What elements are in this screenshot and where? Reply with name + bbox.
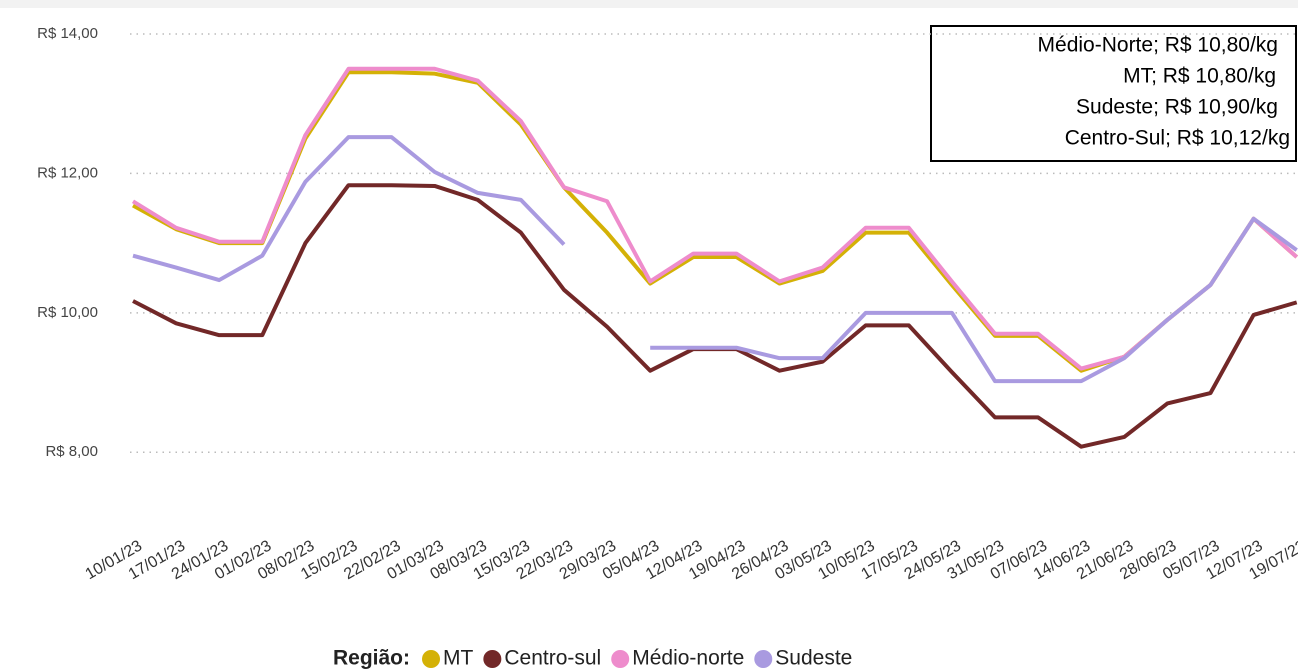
legend-marker [611,650,630,668]
legend-label: MT [443,647,473,670]
legend-label: Centro-sul [504,647,601,670]
series-line [131,66,1298,371]
legend-title: Região: [333,647,410,670]
legend-label: Sudeste [775,647,852,670]
y-tick-label: R$ 10,00 [37,304,98,321]
top-strip [0,0,1298,8]
series-line [132,183,1298,449]
annotation-box [930,25,1297,162]
annotation-line: Sudeste; R$ 10,90/kg [1076,96,1278,119]
legend-marker [754,650,773,668]
y-tick-label: R$ 12,00 [37,164,98,181]
annotation-line: Médio-Norte; R$ 10,80/kg [1038,34,1278,57]
y-tick-label: R$ 14,00 [37,25,98,42]
y-tick-label: R$ 8,00 [45,443,98,460]
annotation-line: Centro-Sul; R$ 10,12/kg [1065,127,1290,150]
legend-marker [483,650,502,668]
legend-label: Médio-norte [632,647,744,670]
series-line [132,135,566,283]
legend-marker [422,650,441,668]
series-line [650,216,1298,384]
annotation-line: MT; R$ 10,80/kg [1123,65,1276,88]
